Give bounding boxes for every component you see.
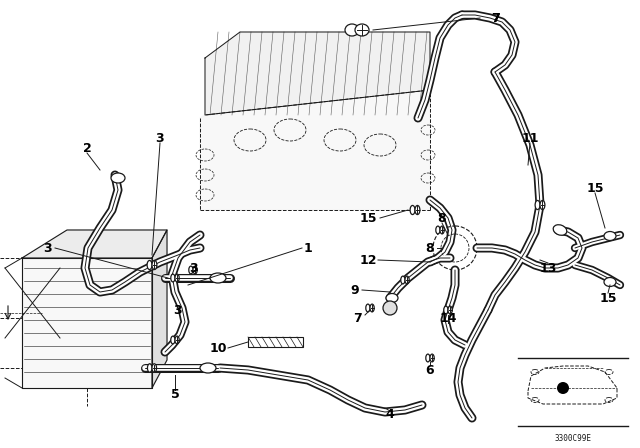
Bar [248,337,303,347]
Text: 11: 11 [521,132,539,145]
Ellipse shape [448,306,452,314]
Text: 12: 12 [359,254,377,267]
Text: 13: 13 [540,262,557,275]
Text: 8: 8 [438,211,446,224]
Ellipse shape [193,266,197,274]
Text: 6: 6 [426,363,435,376]
Ellipse shape [175,274,179,282]
Polygon shape [22,258,152,388]
Circle shape [557,382,569,394]
Ellipse shape [171,336,175,344]
Ellipse shape [430,354,434,362]
Ellipse shape [444,306,448,314]
Text: 15: 15 [359,211,377,224]
Text: 14: 14 [439,311,457,324]
Ellipse shape [535,200,540,210]
Text: 3300C99E: 3300C99E [554,434,591,443]
Ellipse shape [405,276,409,284]
Ellipse shape [540,200,545,210]
Polygon shape [22,230,167,258]
Ellipse shape [152,260,157,270]
Ellipse shape [604,232,616,241]
Text: 7: 7 [491,12,499,25]
Text: 15: 15 [599,292,617,305]
Ellipse shape [366,304,370,312]
Ellipse shape [386,293,398,302]
Text: 10: 10 [209,341,227,354]
Text: 7: 7 [491,12,499,25]
Ellipse shape [175,336,179,344]
Ellipse shape [440,226,444,234]
Ellipse shape [147,364,152,372]
Ellipse shape [410,206,415,215]
Text: 15: 15 [586,181,604,194]
Text: 3: 3 [156,132,164,145]
Polygon shape [200,90,430,210]
Text: 4: 4 [386,409,394,422]
Ellipse shape [147,260,152,270]
Text: 8: 8 [426,241,435,254]
Text: 5: 5 [171,388,179,401]
Polygon shape [205,32,430,115]
Ellipse shape [111,173,125,183]
Ellipse shape [436,226,440,234]
Polygon shape [152,230,167,388]
Circle shape [383,301,397,315]
Ellipse shape [210,273,226,283]
Text: 9: 9 [351,284,359,297]
Ellipse shape [345,24,359,36]
Ellipse shape [189,266,193,274]
Text: 2: 2 [83,142,92,155]
Ellipse shape [355,24,369,36]
Ellipse shape [401,276,405,284]
Text: 1: 1 [303,241,312,254]
Ellipse shape [553,225,567,235]
Ellipse shape [604,277,616,287]
Ellipse shape [426,354,430,362]
Text: 3: 3 [43,241,51,254]
Ellipse shape [370,304,374,312]
Ellipse shape [200,363,216,373]
Ellipse shape [152,364,157,372]
Text: 3: 3 [189,262,197,275]
Ellipse shape [415,206,420,215]
Ellipse shape [171,274,175,282]
Text: 3: 3 [173,303,182,316]
Text: 7: 7 [354,311,362,324]
